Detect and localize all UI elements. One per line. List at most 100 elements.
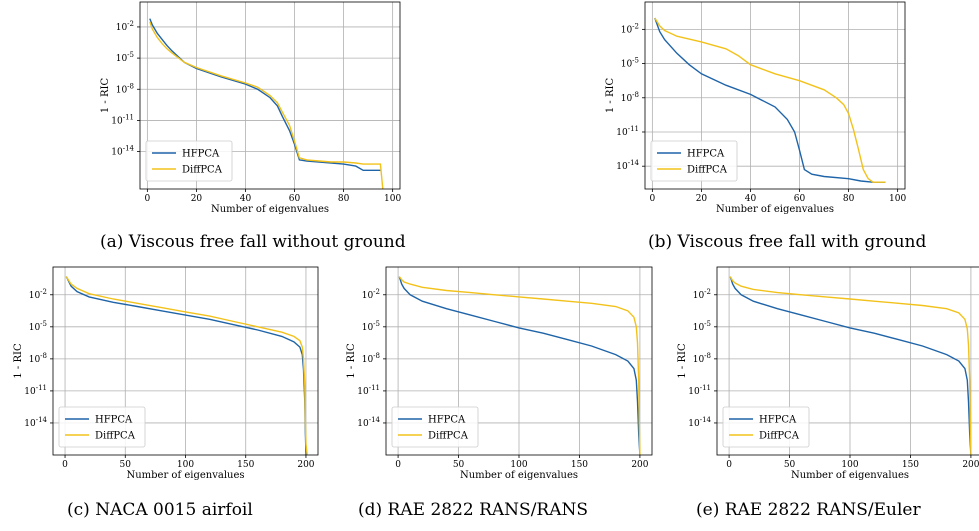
chart-b-xtick-label-1: 20 <box>696 194 708 204</box>
chart-b-legend-label-diffpca: DiffPCA <box>687 165 728 176</box>
chart-d-xtick-label-1: 50 <box>453 460 465 470</box>
chart-c-xtick-label-3: 150 <box>237 460 254 470</box>
chart-c-xtick-label-2: 100 <box>177 460 194 470</box>
chart-e-ytick-label-2: 10-8 <box>693 352 711 365</box>
chart-a-axes-frame <box>139 1 401 190</box>
chart-b-ylabel: 1 - RIC <box>605 78 616 114</box>
caption-e: (e) RAE 2822 RANS/Euler <box>696 500 921 520</box>
chart-e-legend-label-diffpca: DiffPCA <box>759 431 800 442</box>
chart-c-ytick-label-1: 10-5 <box>29 320 47 333</box>
chart-e-xtick-label-2: 100 <box>841 460 858 470</box>
chart-c-legend-label-hfpca: HFPCA <box>95 415 133 426</box>
chart-b-series-diffpca <box>654 17 886 183</box>
chart-b-ytick-label-3: 10-11 <box>616 125 639 138</box>
chart-d-legend-label-diffpca: DiffPCA <box>428 431 469 442</box>
chart-svg-a: 0 20 40 60 80 100 10-2 10-5 10-8 10-11 10-14 Number… <box>100 1 401 215</box>
chart-d-xlabel: Number of eigenvalues <box>460 470 578 481</box>
chart-a-ytick-label-0: 10-2 <box>116 20 134 33</box>
chart-c-ytick-label-4: 10-14 <box>24 416 47 429</box>
chart-e-ytick-label-1: 10-5 <box>693 320 711 333</box>
chart-e-legend-label-hfpca: HFPCA <box>759 415 797 426</box>
chart-e-ytick-label-3: 10-11 <box>688 384 711 397</box>
chart-d-ytick-label-1: 10-5 <box>362 320 380 333</box>
chart-e-legend <box>722 406 810 448</box>
chart-a-xtick-label-4: 80 <box>338 194 350 204</box>
chart-b-series-hfpca <box>654 17 886 183</box>
chart-c-ytick-label-2: 10-8 <box>29 352 47 365</box>
chart-a-ytick-label-2: 10-8 <box>116 82 134 95</box>
caption-c: (c) NACA 0015 airfoil <box>67 500 253 520</box>
chart-e-xtick-label-0: 0 <box>726 460 732 470</box>
chart-c-xtick-label-0: 0 <box>62 460 68 470</box>
caption-a: (a) Viscous free fall without ground <box>100 232 406 252</box>
chart-d-series-diffpca <box>398 276 641 455</box>
chart-b-legend-label-hfpca: HFPCA <box>687 149 725 160</box>
chart-a-xtick-label-2: 40 <box>240 194 252 204</box>
chart-b-xtick-label-0: 0 <box>649 194 655 204</box>
chart-b-ytick-label-2: 10-8 <box>621 91 639 104</box>
caption-b: (b) Viscous free fall with ground <box>648 232 927 252</box>
chart-a-ylabel: 1 - RIC <box>100 78 111 114</box>
chart-panel-c: 0 50 100 150 200 10-2 10-5 10-8 10-11 10-14 Number… <box>0 262 330 487</box>
chart-a-xlabel: Number of eigenvalues <box>211 204 329 215</box>
chart-c-ytick-label-3: 10-11 <box>24 384 47 397</box>
chart-c-xtick-label-1: 50 <box>120 460 132 470</box>
chart-d-ytick-label-0: 10-2 <box>362 288 380 301</box>
chart-a-ytick-label-3: 10-11 <box>111 113 134 126</box>
chart-b-ytick-label-1: 10-5 <box>621 57 639 70</box>
chart-d-ytick-label-3: 10-11 <box>357 384 380 397</box>
chart-d-ylabel: 1 - RIC <box>346 343 357 379</box>
chart-c-ylabel: 1 - RIC <box>13 343 24 379</box>
chart-a-legend-label-hfpca: HFPCA <box>182 149 220 160</box>
chart-c-legend-label-diffpca: DiffPCA <box>95 431 136 442</box>
chart-c-xtick-label-4: 200 <box>297 460 314 470</box>
chart-b-xtick-label-2: 40 <box>745 194 757 204</box>
chart-a-series-hfpca <box>149 18 381 172</box>
chart-d-legend-label-hfpca: HFPCA <box>428 415 466 426</box>
chart-panel-d: 0 50 100 150 200 10-2 10-5 10-8 10-11 10-14 Number… <box>330 262 660 487</box>
chart-a-xtick-label-3: 60 <box>289 194 301 204</box>
chart-e-ylabel: 1 - RIC <box>677 343 688 379</box>
chart-c-series-diffpca <box>65 276 308 455</box>
chart-a-xtick-label-1: 20 <box>191 194 203 204</box>
chart-b-ytick-label-0: 10-2 <box>621 22 639 35</box>
chart-e-ytick-label-4: 10-14 <box>688 416 711 429</box>
chart-svg-b: 0 20 40 60 80 100 10-2 10-5 10-8 10-11 10-14 Number… <box>605 1 906 215</box>
chart-a-ytick-label-1: 10-5 <box>116 51 134 64</box>
chart-d-ytick-label-4: 10-14 <box>357 416 380 429</box>
chart-a-series-diffpca <box>149 21 384 189</box>
chart-svg-e: 0 50 100 150 200 10-2 10-5 10-8 10-11 10-14 Number… <box>677 266 979 481</box>
chart-e-xtick-label-3: 150 <box>902 460 919 470</box>
chart-a-xtick-label-0: 0 <box>144 194 150 204</box>
chart-svg-d: 0 50 100 150 200 10-2 10-5 10-8 10-11 10-14 Number… <box>346 266 653 481</box>
chart-b-legend <box>650 140 738 182</box>
chart-e-series-diffpca <box>729 276 972 455</box>
chart-panel-e: 0 50 100 150 200 10-2 10-5 10-8 10-11 10-14 Number… <box>660 262 979 487</box>
chart-e-xtick-label-1: 50 <box>784 460 796 470</box>
chart-e-series-hfpca <box>729 276 972 455</box>
chart-b-xtick-label-5: 100 <box>889 194 906 204</box>
chart-e-ytick-label-0: 10-2 <box>693 288 711 301</box>
chart-d-series-hfpca <box>398 276 641 455</box>
chart-e-xtick-label-4: 200 <box>962 460 979 470</box>
chart-b-ytick-label-4: 10-14 <box>616 159 639 172</box>
chart-svg-c: 0 50 100 150 200 10-2 10-5 10-8 10-11 10-14 Number… <box>13 266 319 481</box>
chart-a-legend-label-diffpca: DiffPCA <box>182 165 223 176</box>
chart-panel-a: 0 20 40 60 80 100 10-2 10-5 10-8 10-11 10-14 Number… <box>0 0 420 225</box>
chart-a-xtick-label-5: 100 <box>384 194 401 204</box>
chart-b-xlabel: Number of eigenvalues <box>716 204 834 215</box>
chart-d-legend <box>391 406 479 448</box>
chart-e-xlabel: Number of eigenvalues <box>791 470 909 481</box>
chart-b-xtick-label-3: 60 <box>794 194 806 204</box>
chart-a-legend <box>145 140 233 182</box>
chart-d-xtick-label-0: 0 <box>395 460 401 470</box>
chart-panel-b: 0 20 40 60 80 100 10-2 10-5 10-8 10-11 10-14 Number… <box>560 0 979 225</box>
chart-d-xtick-label-3: 150 <box>571 460 588 470</box>
chart-d-ytick-label-2: 10-8 <box>362 352 380 365</box>
chart-a-ytick-label-4: 10-14 <box>111 145 134 158</box>
chart-c-xlabel: Number of eigenvalues <box>126 470 244 481</box>
caption-d: (d) RAE 2822 RANS/RANS <box>358 500 589 520</box>
chart-d-xtick-label-4: 200 <box>631 460 648 470</box>
chart-b-axes-frame <box>644 1 906 190</box>
chart-d-xtick-label-2: 100 <box>510 460 527 470</box>
